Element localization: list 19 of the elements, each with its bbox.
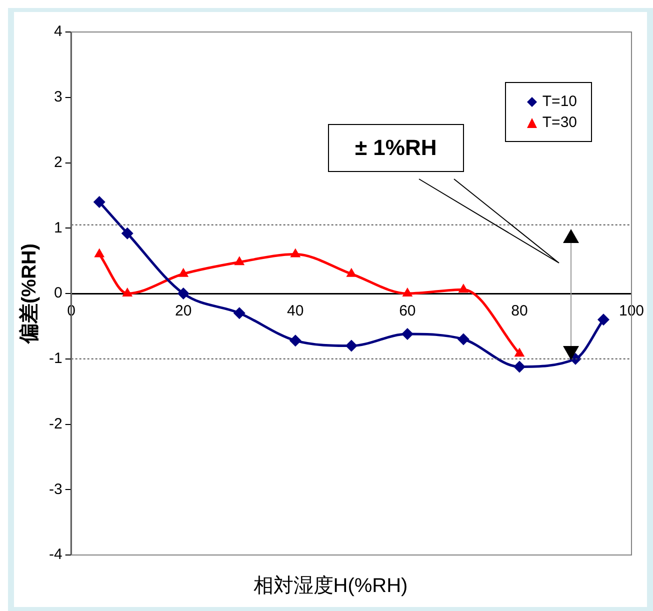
annotation: ± 1%RH (328, 124, 464, 172)
x-tick-label: 40 (287, 302, 304, 320)
y-tick-label: 4 (54, 23, 62, 40)
x-tick-label: 20 (175, 302, 192, 320)
x-tick-label: 60 (399, 302, 416, 320)
y-tick-label: 1 (54, 219, 62, 236)
y-tick-label: 2 (54, 154, 62, 171)
y-tick-label: 0 (54, 284, 62, 302)
y-tick-label: -2 (48, 415, 62, 432)
x-tick-label: 80 (511, 302, 528, 320)
y-tick-label: 3 (54, 88, 62, 106)
y-tick-label: -3 (48, 480, 62, 498)
legend-label: T=10 (542, 93, 577, 110)
legend-label: T=30 (542, 114, 577, 131)
y-axis-title: 偏差(%RH) (18, 244, 41, 344)
x-tick-label: 100 (618, 302, 644, 320)
y-tick-label: -4 (48, 546, 62, 564)
y-tick-label: -1 (48, 350, 62, 368)
x-axis-title: 相対湿度H(%RH) (252, 574, 409, 599)
